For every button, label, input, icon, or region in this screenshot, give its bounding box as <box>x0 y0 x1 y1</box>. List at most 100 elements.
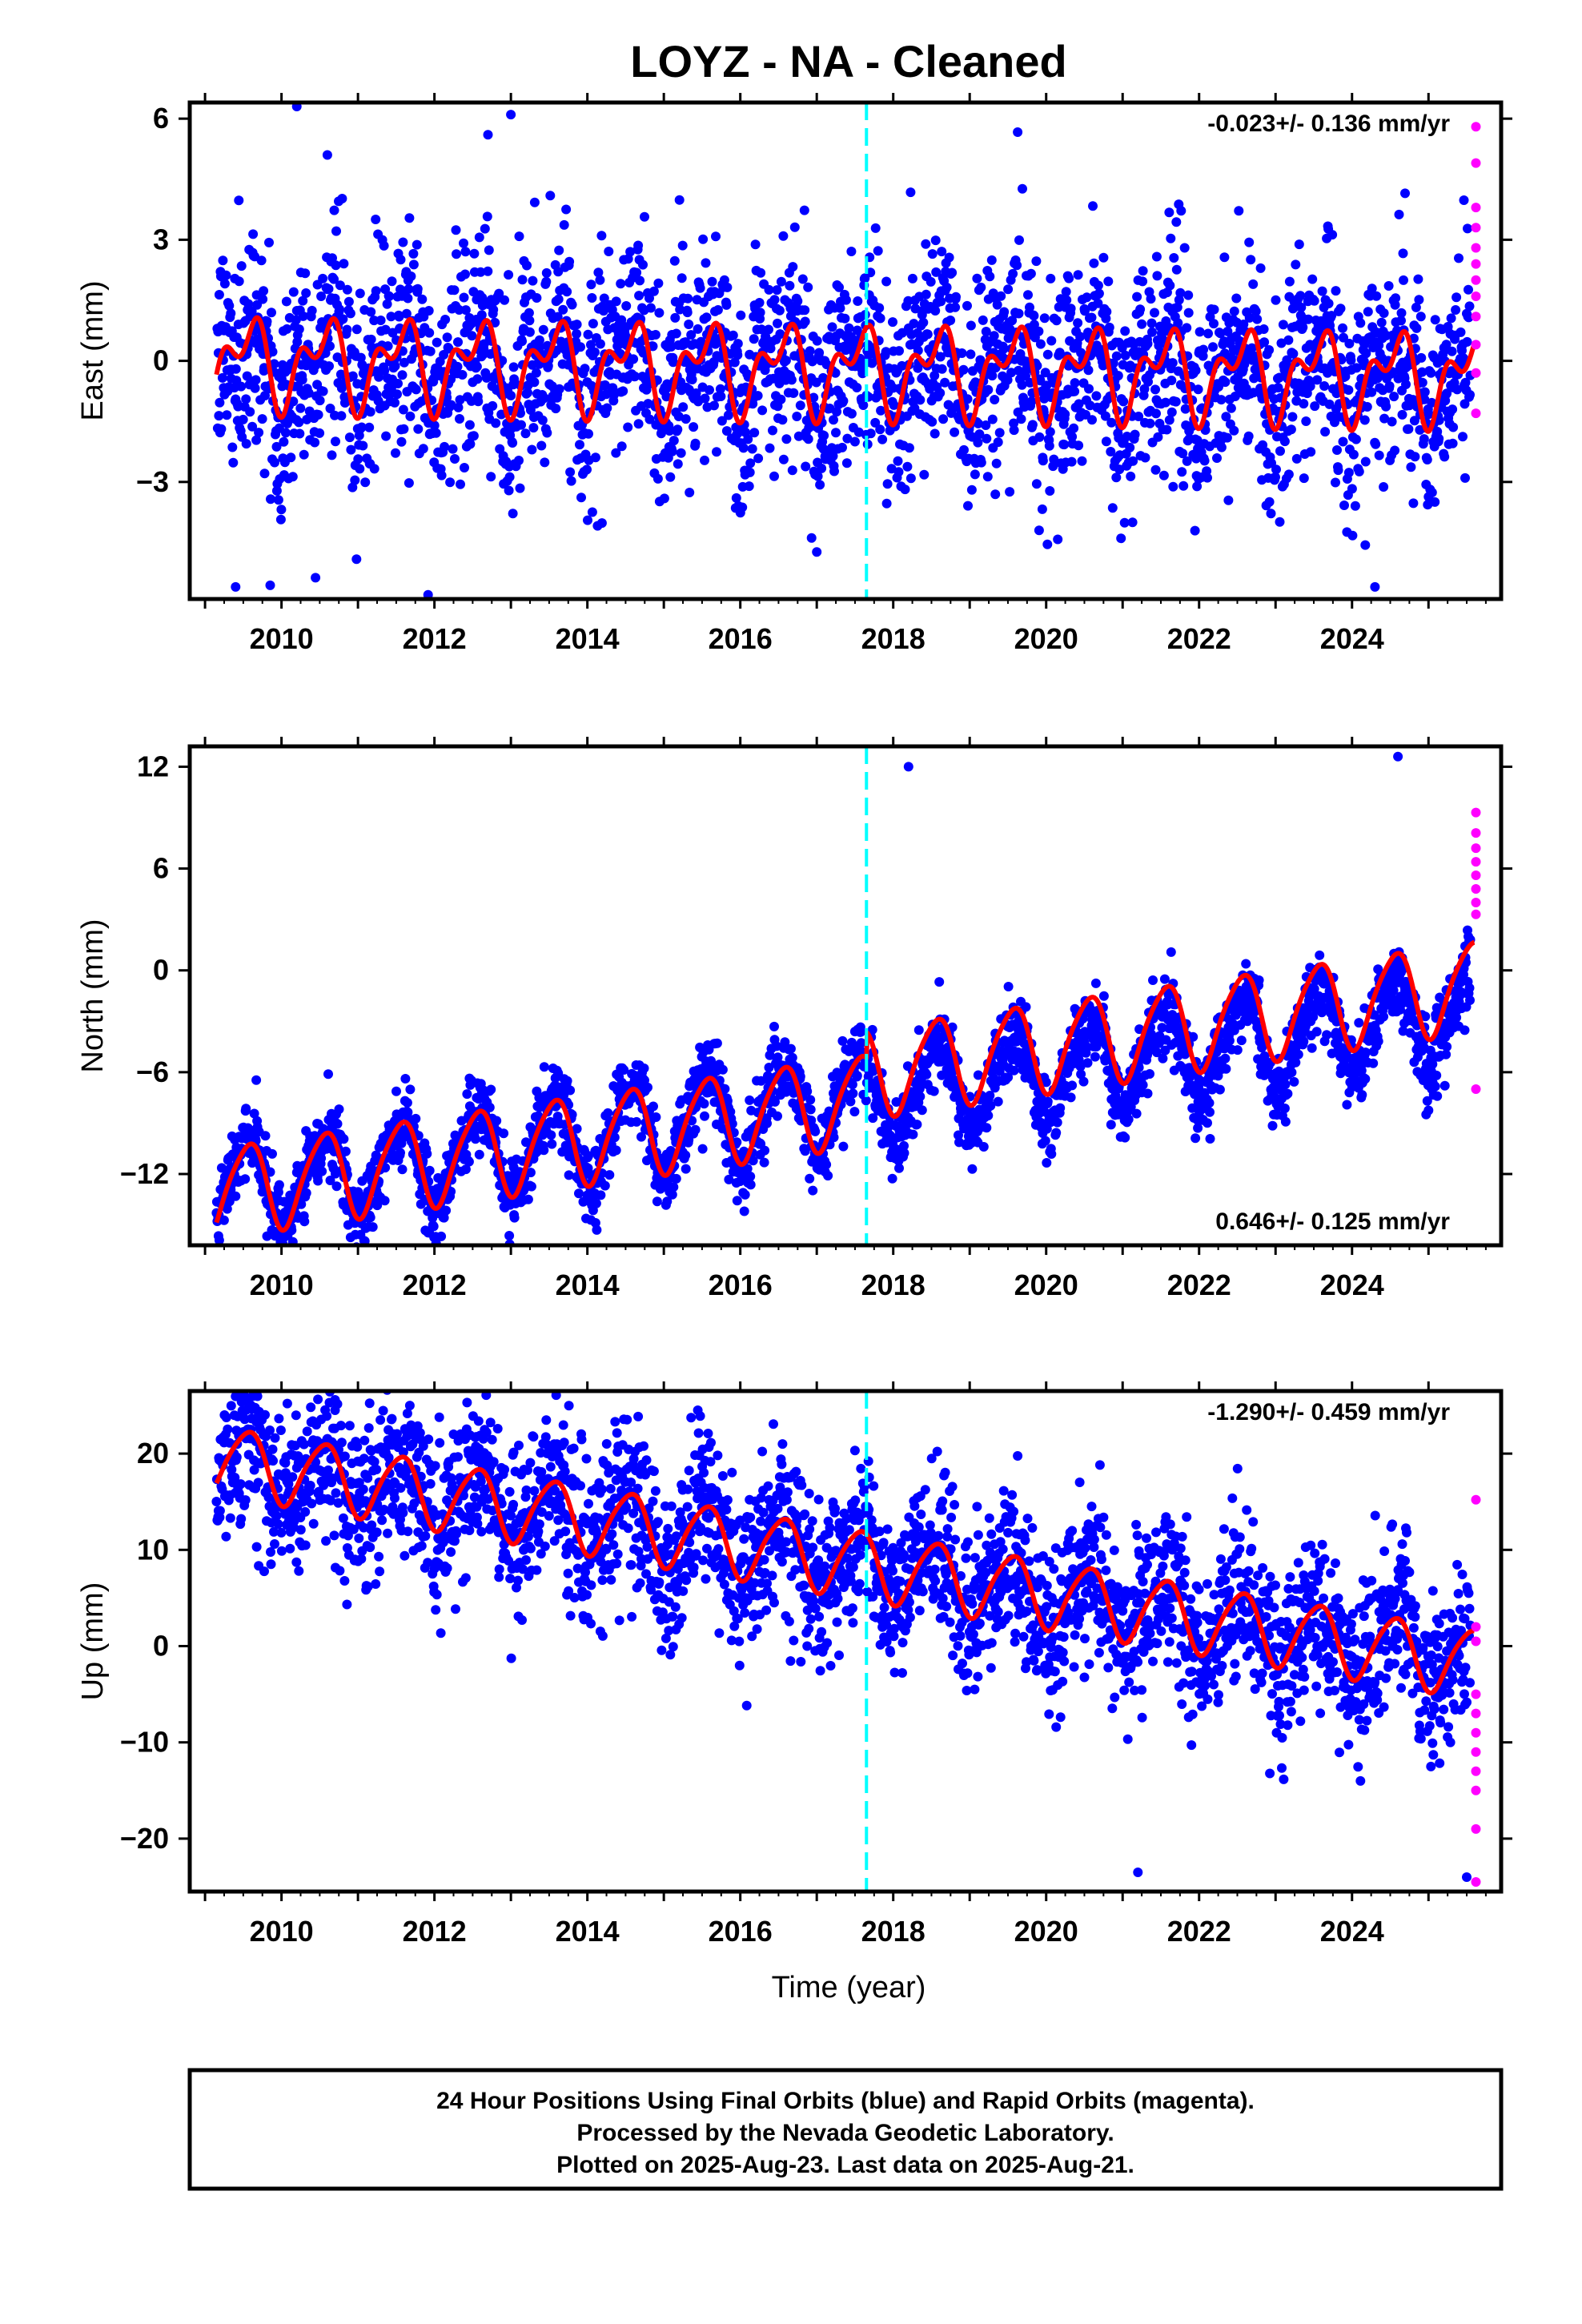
final-orbit-point <box>1459 195 1469 205</box>
final-orbit-point <box>318 386 328 396</box>
final-orbit-point <box>545 191 556 201</box>
final-orbit-point <box>451 225 461 235</box>
final-orbit-point <box>934 977 945 987</box>
final-orbit-point <box>1452 384 1463 395</box>
final-orbit-point <box>701 258 711 268</box>
final-orbit-point <box>1168 481 1178 492</box>
final-orbit-point <box>829 415 838 425</box>
final-orbit-point <box>942 282 952 292</box>
final-orbit-point <box>1045 427 1055 437</box>
final-orbit-point <box>366 307 376 317</box>
final-orbit-point <box>404 478 414 489</box>
final-orbit-point <box>282 324 292 334</box>
final-orbit-point <box>1283 469 1294 480</box>
final-orbit-point <box>736 310 746 320</box>
final-orbit-point <box>1396 308 1407 318</box>
final-orbit-point <box>508 438 518 448</box>
final-orbit-point <box>265 1167 275 1177</box>
final-orbit-point <box>1327 311 1337 321</box>
final-orbit-point <box>937 364 947 374</box>
final-orbit-point <box>1016 414 1026 424</box>
final-orbit-point <box>841 458 852 468</box>
final-orbit-point <box>756 267 766 278</box>
final-orbit-point <box>799 205 809 215</box>
final-orbit-point <box>355 352 366 363</box>
final-orbit-point <box>781 434 792 444</box>
final-orbit-point <box>651 1112 661 1122</box>
final-orbit-point <box>1077 456 1087 466</box>
final-orbit-point <box>271 485 282 496</box>
final-orbit-point <box>852 383 862 392</box>
final-orbit-point <box>322 150 332 160</box>
final-orbit-point <box>406 271 416 281</box>
rapid-orbit-point <box>1471 223 1481 233</box>
final-orbit-point <box>396 436 407 447</box>
final-orbit-point <box>259 468 270 479</box>
final-orbit-point <box>369 316 379 326</box>
final-orbit-point <box>474 1149 484 1160</box>
final-orbit-point <box>1003 284 1014 295</box>
final-orbit-point <box>865 428 876 439</box>
final-orbit-point <box>1390 300 1400 310</box>
final-orbit-point <box>616 279 626 289</box>
final-orbit-point <box>542 428 552 438</box>
final-orbit-point <box>1145 418 1155 428</box>
final-orbit-point <box>721 426 732 436</box>
final-orbit-point <box>1434 433 1444 444</box>
final-orbit-point <box>535 342 545 352</box>
final-orbit-point <box>640 211 649 222</box>
final-orbit-point <box>399 424 409 434</box>
final-orbit-point <box>236 261 247 271</box>
final-orbit-point <box>1350 501 1360 511</box>
final-orbit-point <box>915 395 926 405</box>
final-orbit-point <box>1413 274 1423 284</box>
final-orbit-point <box>1177 467 1187 477</box>
final-orbit-point <box>1118 396 1129 407</box>
final-orbit-point <box>1332 445 1342 455</box>
final-orbit-point <box>365 1212 375 1223</box>
final-orbit-point <box>382 299 392 309</box>
final-orbit-point <box>840 313 850 324</box>
final-orbit-point <box>1323 368 1333 378</box>
final-orbit-point <box>1259 337 1270 348</box>
final-orbit-point <box>1051 316 1062 326</box>
final-orbit-point <box>1338 436 1348 447</box>
final-orbit-point <box>1287 412 1298 422</box>
final-orbit-point <box>1166 376 1177 385</box>
final-orbit-point <box>1191 365 1201 376</box>
final-orbit-point <box>1098 252 1109 263</box>
final-orbit-point <box>538 324 548 335</box>
final-orbit-point <box>537 415 548 425</box>
final-orbit-point <box>738 443 749 453</box>
final-orbit-point <box>993 1096 1003 1107</box>
final-orbit-point <box>662 1196 673 1207</box>
final-orbit-point <box>990 489 1001 500</box>
final-orbit-point <box>815 480 825 490</box>
final-orbit-point <box>875 313 885 324</box>
final-orbit-point <box>1439 452 1450 462</box>
final-orbit-point <box>774 305 785 316</box>
final-orbit-point <box>564 1170 574 1180</box>
final-orbit-point <box>299 449 309 460</box>
final-orbit-point <box>559 219 569 230</box>
final-orbit-point <box>881 276 892 287</box>
final-orbit-point <box>745 1172 756 1181</box>
final-orbit-point <box>992 300 1002 310</box>
final-orbit-point <box>1002 375 1013 385</box>
final-orbit-point <box>946 316 956 325</box>
final-orbit-point <box>454 305 464 315</box>
final-orbit-point <box>1160 397 1170 408</box>
final-orbit-point <box>793 296 803 306</box>
final-orbit-point <box>654 308 665 318</box>
final-orbit-point <box>1093 280 1103 291</box>
final-orbit-point <box>648 1101 658 1112</box>
final-orbit-point <box>749 334 759 344</box>
final-orbit-point <box>441 1205 452 1216</box>
final-orbit-point <box>602 403 612 413</box>
final-orbit-point <box>1037 504 1047 514</box>
panel-frame <box>187 100 1504 601</box>
final-orbit-point <box>983 1111 994 1120</box>
final-orbit-point <box>675 304 685 315</box>
final-orbit-point <box>707 276 717 287</box>
